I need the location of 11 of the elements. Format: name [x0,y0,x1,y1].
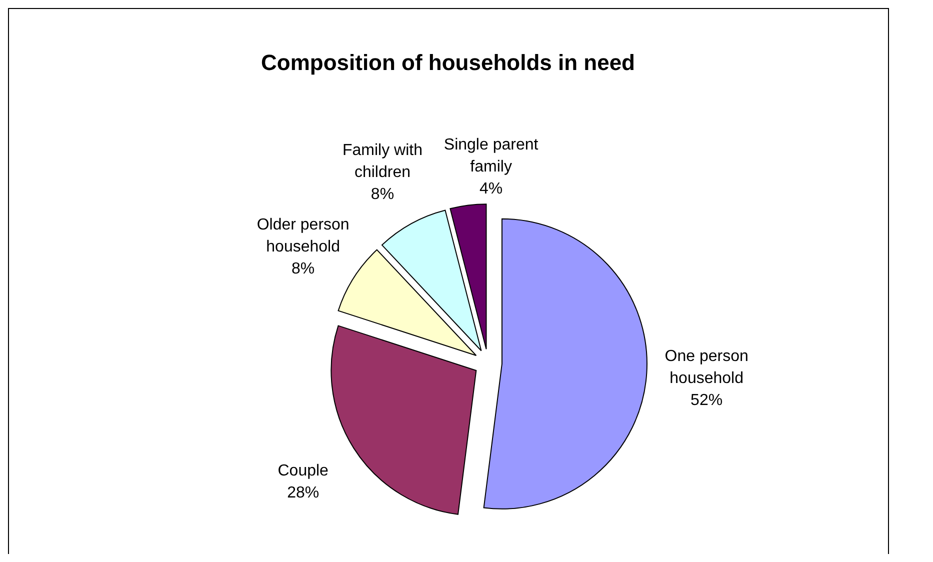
slice-label: Family with children [342,142,423,182]
slice-label: Older person household [256,216,350,256]
data-label: 4% [479,180,503,198]
data-label: 8% [292,260,315,278]
slice-label: One person household [664,348,748,387]
slice-label: Couple [278,462,329,480]
chart-title: Composition of households in need [261,50,635,75]
data-label: 52% [690,392,723,409]
data-label: 28% [287,484,320,502]
slice-label: Single parent family [444,136,539,176]
data-label: 8% [370,186,394,204]
